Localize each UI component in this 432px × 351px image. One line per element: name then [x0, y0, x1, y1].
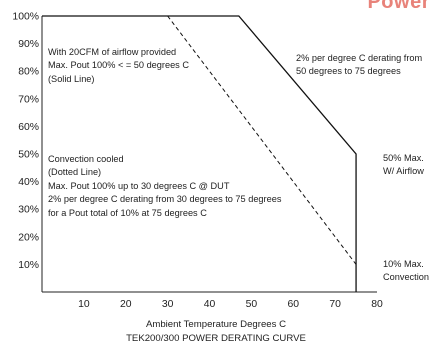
- convection-annotation-line: 2% per degree C derating from 30 degrees…: [48, 194, 282, 205]
- chart-title: TEK200/300 POWER DERATING CURVE: [126, 333, 306, 344]
- x-axis-label: Ambient Temperature Degrees C: [145, 319, 287, 330]
- x-tick-label: 50: [246, 299, 258, 310]
- y-tick-label: 80%: [18, 67, 39, 78]
- x-tick-label: 30: [162, 299, 174, 310]
- brand-logo-text: Power: [367, 0, 430, 13]
- y-tick-label: 50%: [18, 150, 39, 161]
- x-tick-label: 70: [329, 299, 341, 310]
- x-tick-label: 10: [78, 299, 90, 310]
- convection-annotation: Convection cooled (Dotted Line) Max. Pou…: [48, 153, 281, 220]
- airflow-annotation-line: Max. Pout 100% < = 50 degrees C: [48, 60, 189, 71]
- derating-annotation-line: 2% per degree C derating from: [296, 53, 423, 63]
- derating-annotation: 2% per degree C derating from 50 degrees…: [296, 52, 422, 79]
- airflow-end-annotation-line: 50% Max.: [383, 153, 424, 163]
- convection-annotation-line: (Dotted Line): [48, 167, 102, 178]
- convection-end-annotation-line: Convection: [383, 272, 429, 283]
- y-tick-label: 30%: [18, 205, 39, 216]
- airflow-annotation-line: (Solid Line): [48, 73, 95, 84]
- y-tick-label: 70%: [18, 94, 39, 105]
- convection-end-annotation: 10% Max. Convection: [383, 258, 429, 285]
- airflow-curve: [42, 15, 357, 292]
- convection-annotation-line: for a Pout total of 10% at 75 degrees C: [48, 207, 207, 218]
- y-tick-label: 10%: [18, 260, 39, 271]
- x-tick-label: 40: [204, 299, 216, 310]
- convection-curve: [167, 15, 357, 265]
- y-tick-label: 20%: [18, 232, 39, 243]
- airflow-end-annotation-line: W/ Airflow: [383, 166, 424, 177]
- convection-annotation-line: Max. Pout 100% up to 30 degrees C @ DUT: [48, 180, 230, 191]
- x-tick-label: 80: [371, 299, 383, 310]
- airflow-annotation-line: With 20CFM of airflow provided: [48, 47, 177, 57]
- x-tick-label: 20: [120, 299, 132, 310]
- derating-annotation-line: 50 degrees to 75 degrees: [296, 66, 401, 77]
- convection-annotation-line: Convection cooled: [48, 154, 124, 164]
- y-tick-label: 60%: [18, 122, 39, 133]
- y-tick-label: 90%: [18, 39, 39, 50]
- y-tick-label: 100%: [12, 12, 39, 23]
- x-tick-label: 60: [287, 299, 299, 310]
- airflow-end-annotation: 50% Max. W/ Airflow: [383, 152, 424, 179]
- y-tick-label: 40%: [18, 177, 39, 188]
- convection-end-annotation-line: 10% Max.: [383, 259, 424, 269]
- airflow-annotation: With 20CFM of airflow provided Max. Pout…: [48, 46, 189, 86]
